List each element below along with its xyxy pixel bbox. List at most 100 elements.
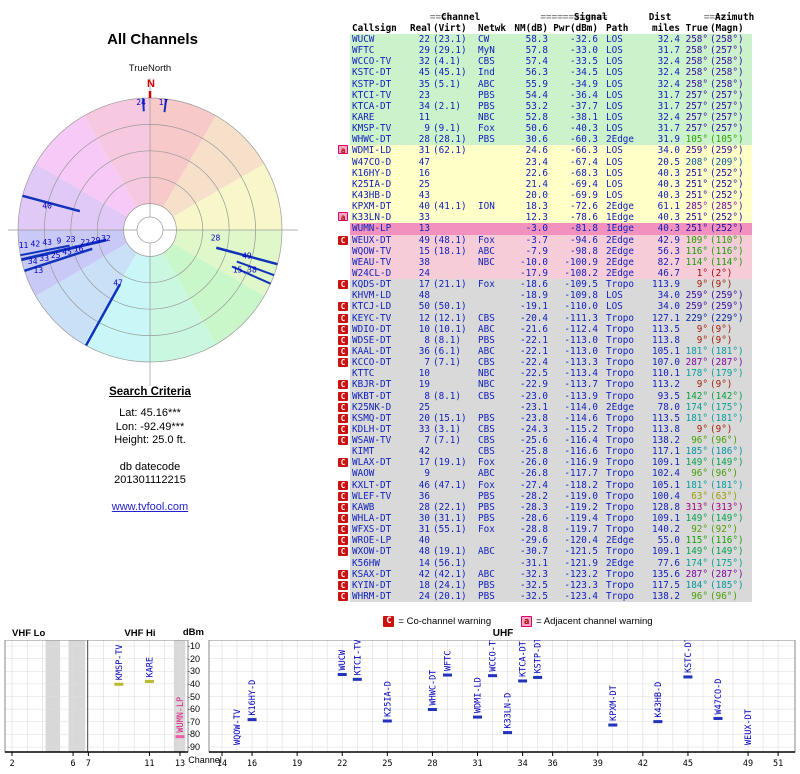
real-channel-cell: 10 [418,323,430,335]
signal-bar-callsign: KSTC-DT [684,640,694,673]
real-channel-cell: 29 [418,45,430,57]
pwr-dbm-cell: -72.6 [570,201,598,213]
col-virt: (Virt) [433,23,467,34]
svg-text:22: 22 [337,759,347,769]
nm-db-cell: 24.6 [525,145,548,157]
nm-db-cell: -26.8 [520,468,548,480]
legend-co-channel: C = Co-channel warning [383,616,491,627]
callsign-cell: KHVM-LD [352,290,392,302]
real-channel-cell: 48 [418,290,430,302]
tvfool-link[interactable]: www.tvfool.com [111,500,189,513]
warning-cell: C [336,279,350,290]
callsign-cell: KTCI-TV [352,89,392,101]
signal-bar [175,735,185,739]
dist-miles-cell: 113.8 [652,423,680,435]
table-row: C WDIO-DT 10 (10.1) ABC -21.6 -112.4 Tropo 113.5… [336,323,798,335]
dist-miles-cell: 31.7 [657,45,680,57]
azimuth-true-cell: 259° [685,145,708,157]
table-row: C KTCJ-LD 50 (50.1) -19.1 -110.0 LOS 34.0 259° (2… [336,301,798,313]
pwr-dbm-cell: -69.9 [570,189,598,201]
signal-bars: KMSP-TV KARE WUMN-LP [114,644,186,739]
spectrum-gray-band [68,640,86,752]
table-row: W24CL-D 24 -17.9 -108.2 2Edge 46.7 1° (2°) [336,267,798,280]
nm-db-cell: -32.5 [520,579,548,591]
co-channel-warning-badge: C [338,592,348,602]
virtual-channel-cell: (48.1) [433,234,467,246]
azimuth-true-cell: 258° [685,67,708,79]
plot-border [4,640,189,753]
signal-bar-callsign: WHWC-DT [428,670,438,706]
nm-db-cell: -3.7 [525,234,548,246]
warning-cell [336,179,350,190]
network-cell: ABC [478,468,495,480]
dist-miles-cell: 109.1 [652,513,680,525]
co-channel-warning-badge: C [338,380,348,390]
real-channel-cell: 42 [418,568,430,580]
real-channel-cell: 28 [418,134,430,146]
co-channel-warning-badge: C [338,502,348,512]
pwr-dbm-cell: -113.9 [564,390,598,402]
signal-bar-callsign: WFTC [443,651,453,671]
dist-miles-cell: 31.7 [657,89,680,101]
nm-db-cell: 54.4 [525,89,548,101]
uhf-band-label: UHF [492,628,514,639]
warning-cell [336,157,350,168]
dbm-tick-label: -70 [186,716,200,727]
callsign-cell: K56HW [352,557,380,569]
azimuth-magn-cell: (181°) [710,479,744,491]
path-cell: Tropo [606,312,634,324]
real-channel-cell: 31 [418,145,430,157]
azimuth-magn-cell: (181°) [710,345,744,357]
col-pwr-dbm: Pwr(dBm) [553,23,598,34]
azimuth-true-cell: 181° [685,479,708,491]
virtual-channel-cell [430,290,472,301]
warning-cell: C [336,491,350,502]
pwr-dbm-cell: -81.8 [570,223,598,235]
path-cell: LOS [606,178,623,190]
azimuth-magn-cell: (116°) [710,535,744,547]
pwr-dbm-cell: -68.3 [570,167,598,179]
dbm-tick-label: -40 [186,678,200,689]
warning-cell [336,201,350,212]
nm-db-cell: -23.1 [520,401,548,413]
spectrum-gray-band [173,640,186,752]
callsign-cell: WXOW-DT [352,546,392,558]
azimuth-true-cell: 259° [685,290,708,302]
warning-cell: C [336,346,350,357]
nm-db-cell: -23.8 [520,412,548,424]
adjacent-channel-warning-badge: a [338,145,348,155]
pwr-dbm-cell: -121.9 [564,557,598,569]
callsign-cell: KCCO-DT [352,357,392,369]
path-cell: LOS [606,34,623,45]
table-row: WAOW 9 ABC -26.8 -117.7 Tropo 102.4 96° (96°) [336,468,798,480]
azimuth-true-cell: 208° [685,156,708,168]
callsign-cell: WSAW-TV [352,435,392,447]
longitude-value: Lon: -92.49*** [115,420,185,433]
network-cell [472,402,508,413]
svg-text:49: 49 [242,251,252,260]
azimuth-magn-cell: (258°) [710,67,744,79]
network-cell: NBC [478,379,495,391]
azimuth-magn-cell: (105°) [710,134,744,146]
pwr-dbm-cell: -100.9 [564,256,598,268]
signal-bar [473,715,483,719]
pwr-dbm-cell: -113.3 [564,357,598,369]
pwr-dbm-cell: -111.3 [564,312,598,324]
path-cell: 2Edge [606,134,634,146]
real-channel-cell: 8 [424,390,430,402]
pwr-dbm-cell: -118.2 [564,479,598,491]
virtual-channel-cell: (18.1) [433,245,467,257]
svg-text:16: 16 [74,245,84,254]
real-channel-cell: 16 [418,167,430,179]
path-cell: 2Edge [606,535,634,547]
pwr-dbm-cell: -123.2 [564,568,598,580]
dist-miles-cell: 32.4 [657,67,680,79]
network-cell: ABC [478,78,495,90]
search-criteria-block: Search Criteria Lat: 45.16*** Lon: -92.4… [55,386,245,513]
dist-miles-cell: 20.5 [657,156,680,168]
path-cell: 1Edge [606,212,634,224]
table-row: KSTP-DT 35 (5.1) ABC 55.9 -34.9 LOS 32.4 258° (25… [336,78,798,90]
network-cell: Fox [478,479,495,491]
dist-miles-cell: 140.2 [652,524,680,536]
azimuth-true-cell: 258° [685,56,708,68]
